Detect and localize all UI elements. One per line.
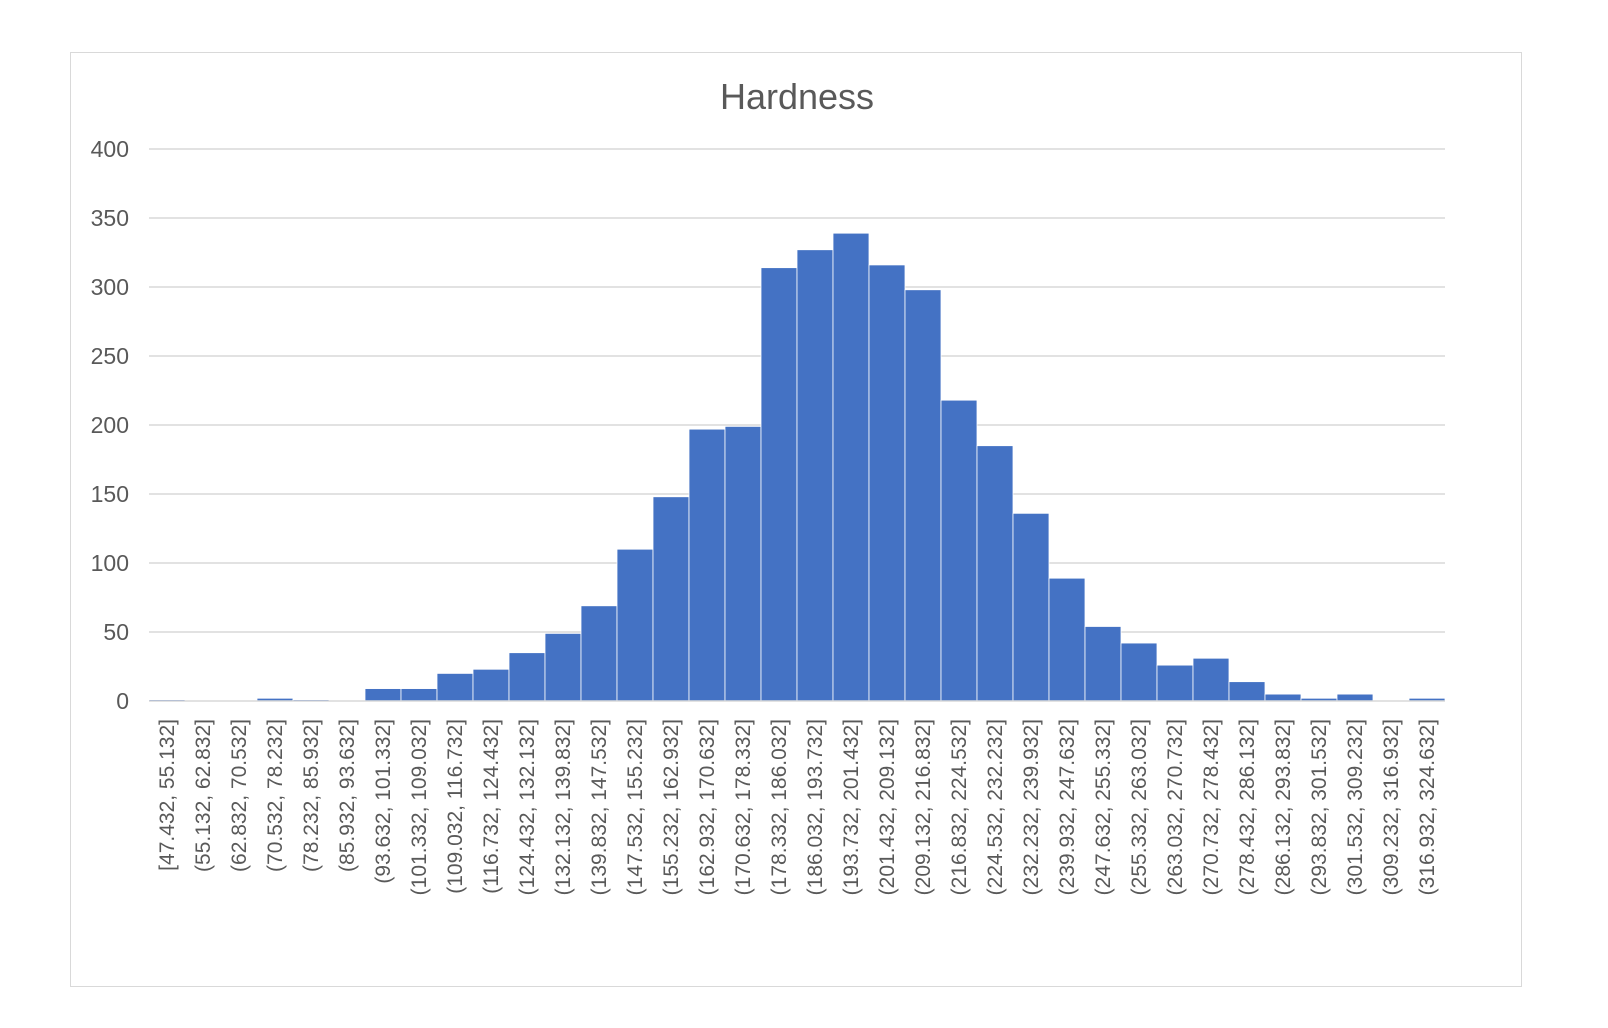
bars [148,232,1446,702]
histogram-bar [724,425,762,702]
x-category-label: (170.632, 178.332] [732,719,755,895]
x-category-label: (93.632, 101.332] [372,719,395,884]
histogram-bar [1228,681,1266,702]
histogram-bar [796,249,834,702]
histogram-bar [688,428,726,702]
y-tick-label: 350 [91,205,129,231]
histogram-bar [1264,693,1302,702]
x-category-label: (78.232, 85.932] [300,719,323,872]
chart-title: Hardness [720,76,874,117]
y-tick-label: 0 [116,688,129,714]
histogram-bar [1192,657,1230,702]
x-category-label: (224.532, 232.232] [984,719,1007,895]
x-category-label: (186.032, 193.732] [804,719,827,895]
y-tick-label: 250 [91,343,129,369]
histogram-bar [652,496,690,702]
histogram-bar [1084,626,1122,702]
histogram-bar [436,673,474,702]
x-category-label: (293.832, 301.532] [1308,719,1331,895]
histogram-bar [976,445,1014,702]
histogram-bar [1012,512,1050,702]
x-category-label: (278.432, 286.132] [1236,719,1259,895]
histogram-bar [508,652,546,702]
histogram-bar [1336,693,1374,702]
x-category-label: (62.832, 70.532] [228,719,251,872]
x-category-label: (309.232, 316.932] [1380,719,1403,895]
histogram-bar [1048,577,1086,702]
x-category-label: (155.232, 162.932] [660,719,683,895]
x-category-label: (55.132, 62.832] [192,719,215,872]
x-category-label: (101.332, 109.032] [408,719,431,895]
x-category-label: (316.932, 324.632] [1416,719,1439,895]
histogram-bar [760,267,798,702]
x-category-label: (201.432, 209.132] [876,719,899,895]
x-category-label: (147.532, 155.232] [624,719,647,895]
x-category-label: (263.032, 270.732] [1164,719,1187,895]
x-category-label: (85.932, 93.632] [336,719,359,872]
x-category-label: (247.632, 255.332] [1092,719,1115,895]
x-category-label: (209.132, 216.832] [912,719,935,895]
x-category-label: (178.332, 186.032] [768,719,791,895]
x-category-label: (162.932, 170.632] [696,719,719,895]
y-tick-label: 100 [91,550,129,576]
x-category-label: (109.032, 116.732] [444,719,467,894]
x-category-label: [47.432, 55.132] [156,719,179,871]
x-category-label: (286.132, 293.832] [1272,719,1295,895]
x-category-label: (70.532, 78.232] [264,719,287,872]
x-axis-labels: [47.432, 55.132] (55.132, 62.832] (62.832,… [156,719,1439,895]
x-category-label: (232.232, 239.932] [1020,719,1043,895]
histogram-bar [400,688,438,702]
y-tick-label: 150 [91,481,129,507]
y-tick-label: 400 [91,136,129,162]
x-category-label: (301.532, 309.232] [1344,719,1367,895]
histogram-bar [1156,664,1194,702]
x-category-label: (255.332, 263.032] [1128,719,1151,895]
histogram-bar [544,632,582,702]
histogram-chart: Hardness 0 50 100 150 200 250 300 350 400 [47.43… [91,76,1446,895]
histogram-bar [616,548,654,702]
chart-area: Hardness 0 50 100 150 200 250 300 350 400 [47.43… [70,52,1522,987]
histogram-bar [940,399,978,702]
x-category-label: (116.732, 124.432] [480,719,503,894]
histogram-bar [1120,642,1158,702]
x-category-label: (216.832, 224.532] [948,719,971,895]
x-category-label: (270.732, 278.432] [1200,719,1223,895]
histogram-bar [904,289,942,702]
y-tick-label: 300 [91,274,129,300]
x-category-label: (124.432, 132.132] [516,719,539,895]
histogram-bar [472,668,510,702]
histogram-bar [868,264,906,702]
y-tick-label: 200 [91,412,129,438]
histogram-bar [580,605,618,702]
histogram-bar [832,232,870,702]
x-category-label: (132.132, 139.832] [552,719,575,895]
y-axis-ticks: 0 50 100 150 200 250 300 350 400 [91,136,129,714]
x-category-label: (139.832, 147.532] [588,719,611,895]
x-category-label: (193.732, 201.432] [840,719,863,895]
x-category-label: (239.932, 247.632] [1056,719,1079,895]
y-tick-label: 50 [103,619,129,645]
histogram-bar [364,688,402,702]
